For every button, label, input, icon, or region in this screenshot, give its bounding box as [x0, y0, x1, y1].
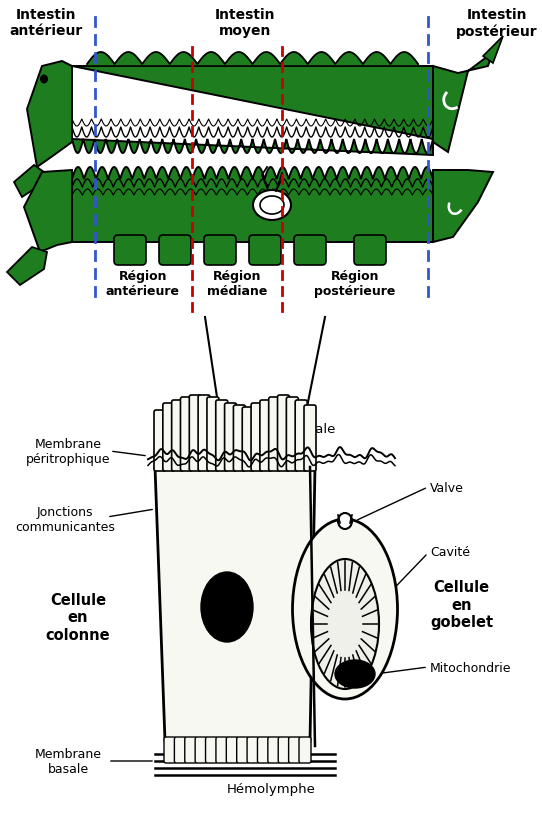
FancyBboxPatch shape — [251, 403, 263, 471]
Ellipse shape — [311, 560, 379, 689]
Polygon shape — [155, 468, 315, 741]
FancyBboxPatch shape — [227, 737, 238, 763]
Polygon shape — [14, 166, 44, 198]
Text: Cellule
en
gobelet: Cellule en gobelet — [430, 580, 493, 629]
Polygon shape — [72, 168, 433, 243]
FancyBboxPatch shape — [159, 236, 191, 266]
FancyBboxPatch shape — [249, 236, 281, 266]
Ellipse shape — [338, 513, 352, 529]
Text: Région
antérieure: Région antérieure — [106, 270, 180, 297]
FancyBboxPatch shape — [260, 401, 272, 471]
FancyBboxPatch shape — [237, 737, 249, 763]
Text: Valve: Valve — [430, 481, 464, 494]
Ellipse shape — [40, 75, 48, 84]
Polygon shape — [24, 171, 72, 253]
Text: Membrane
péritrophique: Membrane péritrophique — [26, 437, 110, 465]
FancyBboxPatch shape — [278, 737, 290, 763]
FancyBboxPatch shape — [164, 737, 176, 763]
FancyBboxPatch shape — [172, 401, 184, 471]
FancyBboxPatch shape — [185, 737, 197, 763]
FancyBboxPatch shape — [216, 737, 228, 763]
FancyBboxPatch shape — [269, 397, 281, 471]
Text: Intestin
postérieur: Intestin postérieur — [456, 8, 538, 39]
FancyBboxPatch shape — [304, 406, 316, 471]
FancyBboxPatch shape — [180, 397, 192, 471]
Polygon shape — [7, 248, 47, 286]
FancyBboxPatch shape — [114, 236, 146, 266]
FancyBboxPatch shape — [257, 737, 269, 763]
FancyBboxPatch shape — [207, 397, 219, 471]
Text: Jonctions
communicantes: Jonctions communicantes — [15, 505, 115, 533]
FancyBboxPatch shape — [268, 737, 280, 763]
FancyBboxPatch shape — [247, 737, 259, 763]
FancyBboxPatch shape — [354, 236, 386, 266]
Text: Intestin
antérieur: Intestin antérieur — [9, 8, 82, 38]
FancyBboxPatch shape — [234, 406, 246, 471]
Text: Région
médiane: Région médiane — [207, 270, 267, 297]
Polygon shape — [483, 37, 503, 64]
FancyBboxPatch shape — [163, 403, 175, 471]
FancyBboxPatch shape — [286, 397, 298, 471]
FancyBboxPatch shape — [224, 403, 237, 471]
FancyBboxPatch shape — [195, 737, 207, 763]
Ellipse shape — [201, 572, 253, 643]
Text: Cavité: Cavité — [430, 545, 470, 558]
FancyBboxPatch shape — [295, 401, 307, 471]
FancyBboxPatch shape — [204, 236, 236, 266]
FancyBboxPatch shape — [205, 737, 217, 763]
Ellipse shape — [293, 519, 397, 699]
Text: Membrane
basale: Membrane basale — [35, 747, 101, 775]
FancyBboxPatch shape — [175, 737, 186, 763]
Polygon shape — [27, 62, 72, 168]
Text: Hémolymphe: Hémolymphe — [227, 782, 315, 796]
Text: Région
postérieure: Région postérieure — [314, 270, 396, 297]
Text: Lumière intestinale: Lumière intestinale — [207, 422, 335, 436]
Polygon shape — [72, 67, 433, 156]
FancyBboxPatch shape — [189, 396, 201, 471]
FancyBboxPatch shape — [294, 236, 326, 266]
FancyBboxPatch shape — [242, 407, 254, 471]
FancyBboxPatch shape — [216, 401, 228, 471]
Polygon shape — [433, 171, 493, 243]
Ellipse shape — [253, 190, 291, 221]
FancyBboxPatch shape — [278, 396, 289, 471]
FancyBboxPatch shape — [289, 737, 301, 763]
Ellipse shape — [335, 660, 375, 688]
Text: Intestin
moyen: Intestin moyen — [215, 8, 275, 38]
Polygon shape — [433, 52, 493, 153]
Text: Mitochondrie: Mitochondrie — [430, 661, 512, 674]
FancyBboxPatch shape — [154, 411, 166, 471]
FancyBboxPatch shape — [198, 396, 210, 471]
FancyBboxPatch shape — [299, 737, 311, 763]
Text: Cellule
en
colonne: Cellule en colonne — [46, 592, 111, 643]
